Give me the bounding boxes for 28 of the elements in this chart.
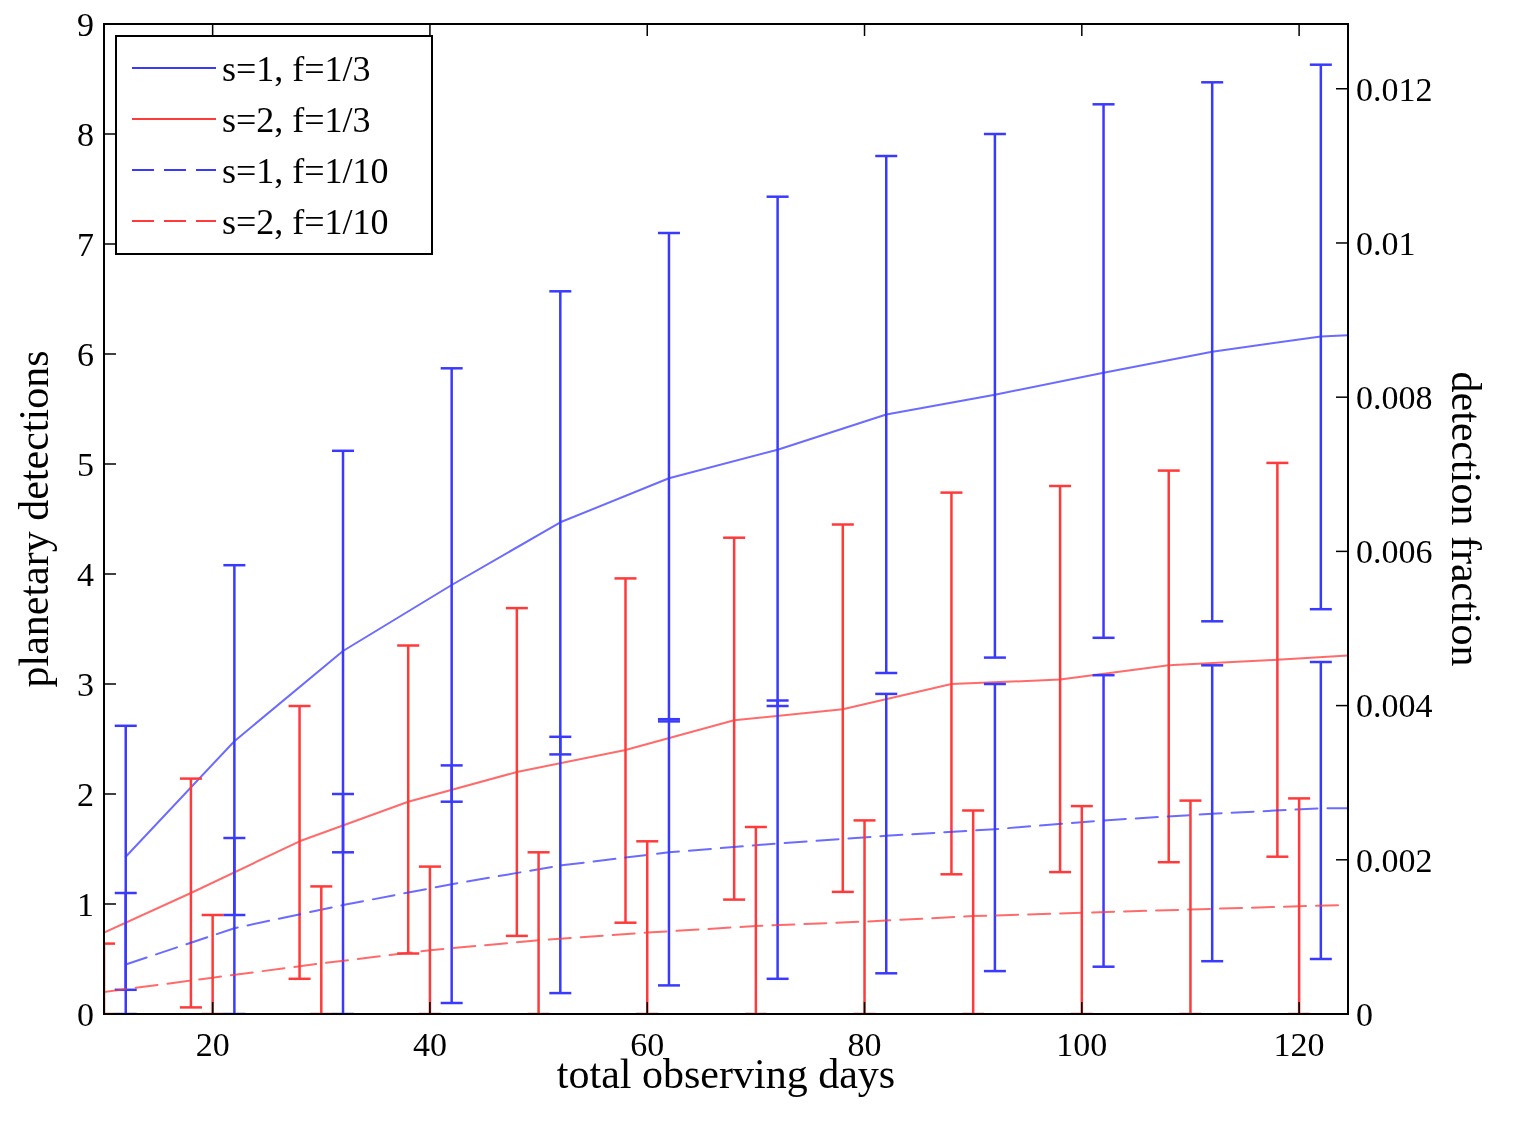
y-axis-title: planetary detections xyxy=(11,350,57,688)
y-tick-label: 5 xyxy=(77,445,94,483)
y2-tick-label: 0 xyxy=(1356,995,1373,1033)
y-tick-label: 1 xyxy=(77,885,94,923)
y2-tick-label: 0.01 xyxy=(1356,224,1416,262)
legend-label: s=2, f=1/10 xyxy=(222,201,389,242)
y-tick-label: 4 xyxy=(77,555,94,593)
y2-axis-title: detection fraction xyxy=(1443,371,1489,667)
y2-tick-label: 0.004 xyxy=(1356,687,1433,725)
legend-label: s=1, f=1/3 xyxy=(222,48,371,89)
y2-tick-label: 0.002 xyxy=(1356,841,1433,879)
y-tick-label: 2 xyxy=(77,775,94,813)
y-tick-label: 7 xyxy=(77,225,94,263)
y2-tick-label: 0.006 xyxy=(1356,533,1433,571)
x-tick-label: 20 xyxy=(195,1026,230,1063)
y-tick-label: 9 xyxy=(77,5,94,43)
y-tick-label: 0 xyxy=(77,995,94,1033)
x-tick-label: 40 xyxy=(412,1026,447,1063)
x-tick-label: 80 xyxy=(847,1026,882,1063)
y2-tick-label: 0.012 xyxy=(1356,70,1433,108)
legend-label: s=2, f=1/3 xyxy=(222,99,371,140)
y-tick-label: 3 xyxy=(77,665,94,703)
y-tick-label: 8 xyxy=(77,115,94,153)
legend-label: s=1, f=1/10 xyxy=(222,150,389,191)
x-tick-label: 120 xyxy=(1273,1026,1325,1063)
x-tick-label: 100 xyxy=(1056,1026,1108,1063)
y2-tick-label: 0.008 xyxy=(1356,379,1433,417)
y-tick-label: 6 xyxy=(77,335,94,373)
